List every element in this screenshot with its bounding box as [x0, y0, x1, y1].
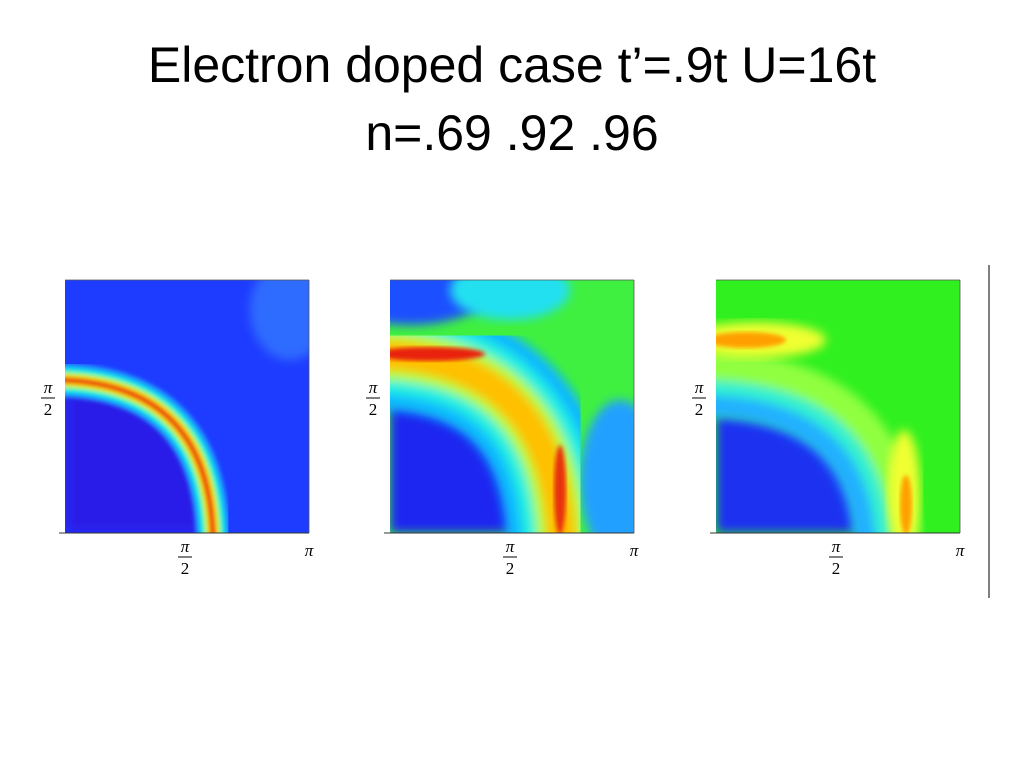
heatmap-2: [390, 280, 634, 533]
x-tick-numerator: π: [181, 537, 190, 556]
heatmap-3: [716, 280, 960, 533]
x-end-label: π: [305, 541, 314, 560]
x-tick-denominator: 2: [832, 559, 841, 578]
y-tick-denominator: 2: [44, 400, 53, 419]
y-tick-numerator: π: [369, 378, 378, 397]
x-tick-numerator: π: [832, 537, 841, 556]
x-tick-denominator: 2: [181, 559, 190, 578]
title-line-2: n=.69 .92 .96: [365, 105, 658, 161]
y-tick-numerator: π: [44, 378, 53, 397]
y-tick-denominator: 2: [695, 400, 704, 419]
x-tick-numerator: π: [506, 537, 515, 556]
x-end-label: π: [630, 541, 639, 560]
heatmap-1: [65, 280, 309, 533]
y-tick-numerator: π: [695, 378, 704, 397]
y-tick-denominator: 2: [369, 400, 378, 419]
x-tick-denominator: 2: [506, 559, 515, 578]
axes: π 2 π 2 π π 2 π 2 π π 2 π 2 π: [41, 279, 965, 578]
x-end-label: π: [956, 541, 965, 560]
title-line-1: Electron doped case t’=.9t U=16t: [148, 37, 876, 93]
